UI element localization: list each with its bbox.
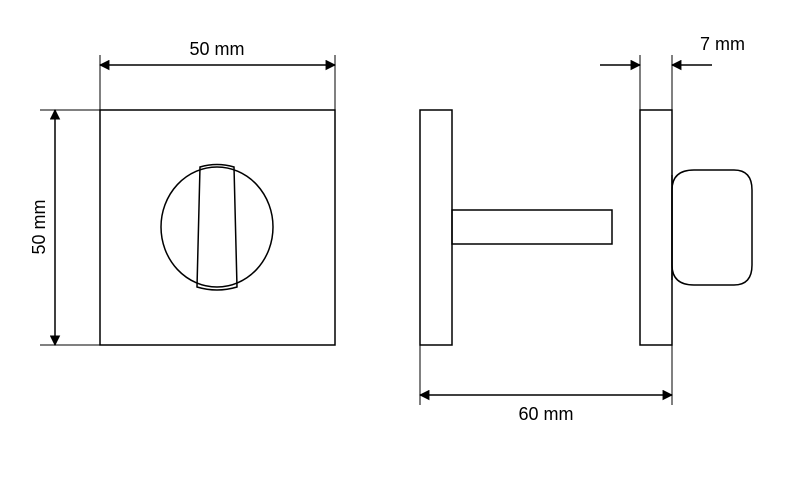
dim-left-50mm: 50 mm <box>29 110 100 345</box>
dim-label-left: 50 mm <box>29 199 49 254</box>
front-view <box>100 110 335 345</box>
knob-circle <box>161 167 273 287</box>
side-plate <box>420 110 452 345</box>
dim-top-50mm: 50 mm <box>100 39 335 110</box>
dim-label-top: 50 mm <box>189 39 244 59</box>
dim-label-7mm: 7 mm <box>700 34 745 54</box>
end-knob <box>672 170 752 285</box>
side-profile-left <box>420 110 612 345</box>
front-plate <box>100 110 335 345</box>
shaft <box>452 210 612 244</box>
end-thin-plate <box>640 110 672 345</box>
knob-bar <box>197 165 237 291</box>
side-profile-right <box>640 110 752 345</box>
dim-label-60mm: 60 mm <box>518 404 573 424</box>
dim-top-7mm: 7 mm <box>600 34 745 110</box>
dim-bottom-60mm: 60 mm <box>420 345 672 424</box>
